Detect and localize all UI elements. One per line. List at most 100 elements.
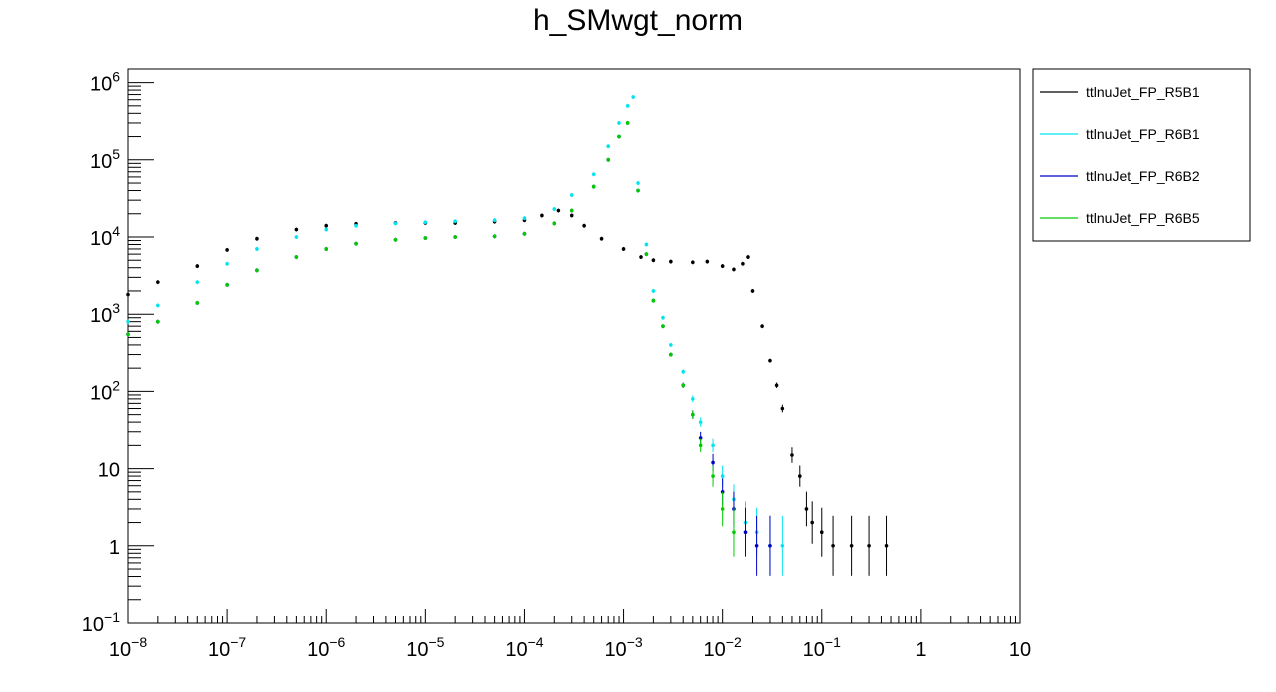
chart-title: h_SMwgt_norm (532, 4, 744, 37)
data-point (720, 474, 725, 478)
x-tick-label: 10−3 (604, 634, 642, 661)
x-tick-label: 10−7 (208, 634, 246, 661)
data-point (651, 289, 656, 293)
data-point (492, 218, 497, 223)
data-point (720, 264, 725, 268)
data-point (393, 221, 398, 226)
x-tick-label: 10−5 (406, 634, 444, 661)
data-point (780, 543, 785, 548)
plot-frame-layer (127, 68, 1021, 624)
data-point (636, 188, 640, 193)
data-point (324, 223, 329, 228)
data-point (606, 157, 611, 162)
data-layer (126, 95, 889, 576)
data-point (746, 255, 750, 259)
data-point (255, 268, 259, 273)
data-point (743, 530, 748, 535)
data-point (867, 543, 871, 548)
data-point (556, 208, 561, 213)
data-point (591, 184, 596, 189)
data-point (741, 261, 745, 266)
data-point (711, 474, 715, 478)
data-point (831, 543, 835, 548)
data-point (195, 301, 200, 305)
data-point (617, 121, 621, 125)
data-point (126, 319, 130, 324)
data-point (849, 543, 854, 548)
data-point (591, 172, 596, 177)
data-point (651, 258, 656, 263)
data-point (492, 234, 497, 239)
data-point (294, 227, 299, 232)
data-point (552, 221, 557, 226)
legend-label: ttlnuJet_FP_R5B1 (1086, 84, 1200, 100)
data-point (651, 298, 656, 303)
y-tick-label: 1 (109, 537, 120, 559)
x-tick-label: 10 (1009, 639, 1031, 661)
data-point (569, 193, 574, 197)
series-ttlnuJet_FP_R6B5 (126, 120, 736, 557)
data-point (324, 227, 329, 232)
y-tick-label: 105 (90, 146, 120, 173)
data-point (768, 543, 772, 548)
data-point (750, 289, 755, 293)
data-point (625, 121, 630, 125)
data-point (669, 352, 673, 357)
x-tick-label: 1 (915, 639, 926, 661)
data-point (393, 237, 398, 242)
data-point (698, 420, 703, 424)
legend: ttlnuJet_FP_R5B1 ttlnuJet_FP_R6B1 ttlnuJet… (1032, 68, 1251, 242)
data-point (522, 216, 527, 221)
data-point (569, 213, 574, 218)
data-point (617, 134, 621, 139)
data-point (804, 507, 809, 511)
data-point (644, 242, 649, 247)
data-point (126, 292, 130, 297)
data-point (780, 406, 785, 411)
plot-frame (127, 68, 1021, 624)
data-point (552, 207, 557, 211)
data-point (720, 507, 725, 511)
y-tick-label: 10 (98, 460, 120, 482)
data-point (732, 530, 736, 535)
data-point (661, 324, 665, 328)
data-point (156, 319, 160, 324)
y-tick-label: 104 (90, 223, 120, 250)
data-point (625, 104, 630, 108)
y-tick-label: 10−1 (82, 609, 120, 636)
y-tick-label: 102 (90, 377, 120, 404)
data-point (156, 280, 160, 284)
legend-label: ttlnuJet_FP_R6B5 (1086, 210, 1200, 226)
data-point (225, 283, 229, 287)
y-tick-label: 103 (90, 300, 120, 327)
data-point (698, 436, 703, 440)
axes-layer: 10−8 10−7 10−6 10−5 10−4 10−3 10−2 10−1 1 10 10−1 1… (82, 69, 1031, 661)
y-tick-label: 106 (90, 69, 120, 96)
data-point (691, 397, 695, 401)
legend-label: ttlnuJet_FP_R6B1 (1086, 126, 1200, 142)
data-point (639, 255, 643, 259)
data-point (760, 324, 764, 328)
data-point (774, 383, 779, 388)
series-ttlnuJet_FP_R6B1 (126, 95, 785, 576)
data-point (423, 220, 428, 225)
x-tick-label: 10−2 (704, 634, 742, 661)
legend-box (1032, 68, 1251, 242)
data-point (453, 219, 457, 224)
data-point (681, 369, 686, 374)
x-tick-label: 10−1 (803, 634, 841, 661)
data-point (711, 443, 715, 448)
data-point (819, 530, 824, 535)
data-point (606, 144, 611, 149)
data-point (126, 332, 130, 337)
data-point (631, 95, 635, 99)
data-point (754, 543, 759, 548)
data-point (884, 543, 889, 548)
data-point (294, 255, 299, 259)
data-point (599, 236, 604, 241)
data-point (644, 252, 649, 256)
data-point (681, 383, 686, 388)
data-point (225, 248, 229, 252)
data-point (195, 264, 200, 268)
